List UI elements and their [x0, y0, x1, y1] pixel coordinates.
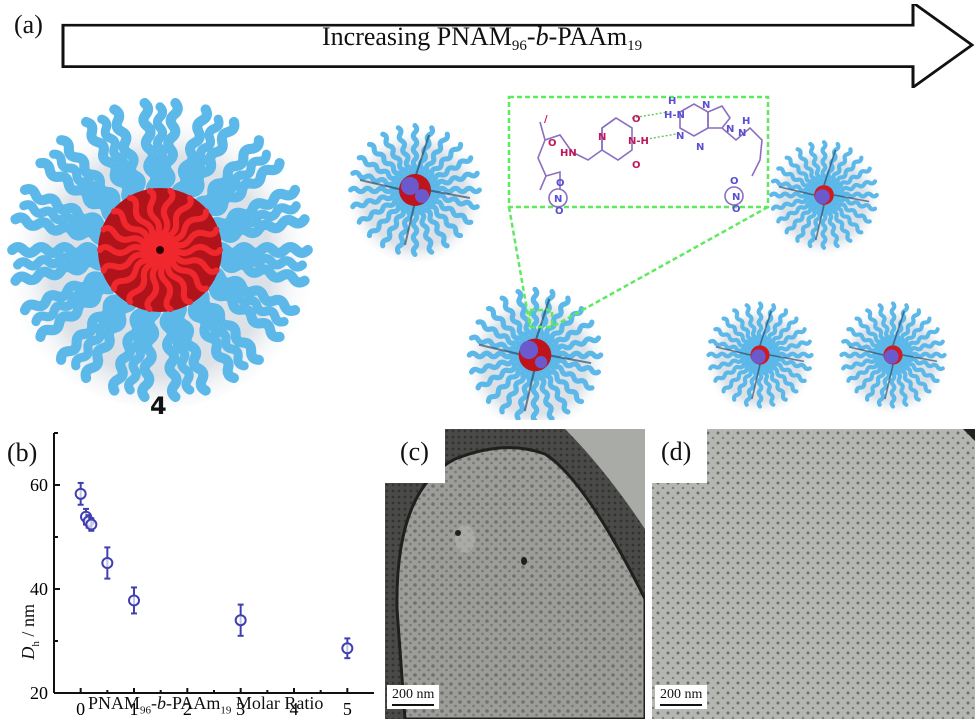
tem-texture-c — [385, 429, 645, 719]
x-label-italic-b: b — [157, 693, 167, 713]
x-tick-label: 5 — [343, 699, 352, 719]
x-label-dash: - — [151, 693, 158, 713]
scalebar-d: 200 nm — [655, 685, 708, 709]
y-label-sub: h — [29, 641, 42, 647]
arrow-sub-96: 96 — [511, 38, 527, 54]
scalebar-d-bar — [660, 704, 703, 706]
scalebar-c-bar — [392, 704, 435, 706]
svg-text:O: O — [632, 114, 641, 125]
micelle-illustration: O N-H O N HN O / H H-N N N N N H N O N O… — [2, 92, 979, 420]
svg-text:O: O — [732, 204, 741, 215]
y-tick-label: 20 — [30, 683, 48, 703]
x-tick-label: 0 — [76, 699, 85, 719]
large-micelle-4 — [2, 92, 318, 408]
arrow-italic-b: b — [535, 22, 549, 51]
micelle-caption-4: 4 — [150, 392, 167, 420]
svg-text:H-N: H-N — [664, 110, 685, 121]
svg-text:O: O — [730, 176, 739, 187]
panel-d-label: (d) — [661, 437, 692, 466]
svg-text:O: O — [556, 178, 565, 189]
svg-text:N: N — [732, 192, 740, 203]
micelle-medium-1 — [343, 118, 487, 262]
label-box-d — [645, 429, 707, 483]
tem-image-d: (d) 200 nm — [645, 429, 975, 719]
x-tick-label: 1 — [130, 699, 139, 719]
svg-text:N: N — [554, 194, 562, 205]
dh-scatter-chart: 20 40 60 0 1 2 3 4 5 — [30, 432, 374, 719]
y-label-d: D — [18, 646, 39, 660]
x-label-paam: -PAAm — [166, 693, 221, 713]
svg-text:N: N — [676, 131, 684, 142]
svg-text:O: O — [548, 138, 557, 149]
y-axis-label: Dh / nm — [8, 580, 48, 700]
svg-text:HN: HN — [560, 148, 577, 159]
label-box-c — [385, 429, 445, 483]
scalebar-c: 200 nm — [387, 685, 440, 709]
data-point — [234, 603, 247, 637]
micelle-small-2 — [702, 297, 817, 412]
arrow-sub-19: 19 — [627, 38, 643, 54]
micelle-medium-2 — [462, 282, 609, 420]
svg-text:N: N — [726, 124, 734, 135]
x-label-prefix: PNAM — [88, 693, 141, 713]
x-label-sub-96: 96 — [140, 704, 152, 717]
svg-text:N-H: N-H — [628, 136, 649, 147]
tem-image-c: (c) 200 nm — [385, 429, 645, 719]
arrow-icon — [61, 0, 975, 91]
svg-text:N: N — [696, 142, 704, 153]
y-tick-label: 60 — [30, 475, 48, 495]
x-tick-label: 3 — [236, 699, 245, 719]
svg-text:H: H — [668, 96, 676, 107]
scalebar-c-text: 200 nm — [392, 687, 435, 702]
scalebar-d-text: 200 nm — [660, 687, 703, 702]
svg-text:H: H — [742, 116, 750, 127]
x-label-suffix: Molar Ratio — [231, 693, 324, 713]
chemical-structure: O N-H O N HN O / H H-N N N N N H N O N O… — [537, 96, 763, 217]
zoom-box — [507, 95, 770, 329]
increasing-arrow: Increasing PNAM96-b-PAAm19 — [60, 0, 975, 91]
panel-c-label: (c) — [400, 437, 429, 466]
x-tick-label: 2 — [183, 699, 192, 719]
micelle-small-3 — [835, 297, 950, 412]
arrow-text-paam: -PAAm — [548, 22, 628, 51]
svg-text:N: N — [598, 132, 606, 143]
data-point — [85, 517, 98, 532]
data-point — [128, 586, 140, 615]
micelle-small-1 — [765, 136, 883, 254]
arrow-dash: - — [526, 22, 536, 51]
y-tick-label: 40 — [30, 579, 48, 599]
x-label-sub-19: 19 — [220, 704, 232, 717]
red-core — [97, 187, 223, 313]
y-label-unit: / nm — [18, 604, 39, 642]
svg-text:O: O — [555, 206, 564, 217]
svg-text:/: / — [544, 114, 548, 125]
svg-text:O: O — [632, 160, 641, 171]
svg-text:N: N — [738, 128, 746, 139]
svg-text:N: N — [702, 100, 710, 111]
data-point — [341, 637, 354, 660]
panel-a-label: (a) — [14, 10, 43, 39]
arrow-text-prefix: Increasing PNAM — [322, 22, 512, 51]
panel-b-label: (b) — [7, 438, 38, 467]
x-axis-label: PNAM96-b-PAAm19 Molar Ratio — [88, 693, 323, 717]
data-point — [101, 546, 114, 580]
data-point — [74, 481, 87, 506]
x-tick-label: 4 — [290, 699, 299, 719]
arrow-text: Increasing PNAM96-b-PAAm19 — [322, 22, 642, 55]
